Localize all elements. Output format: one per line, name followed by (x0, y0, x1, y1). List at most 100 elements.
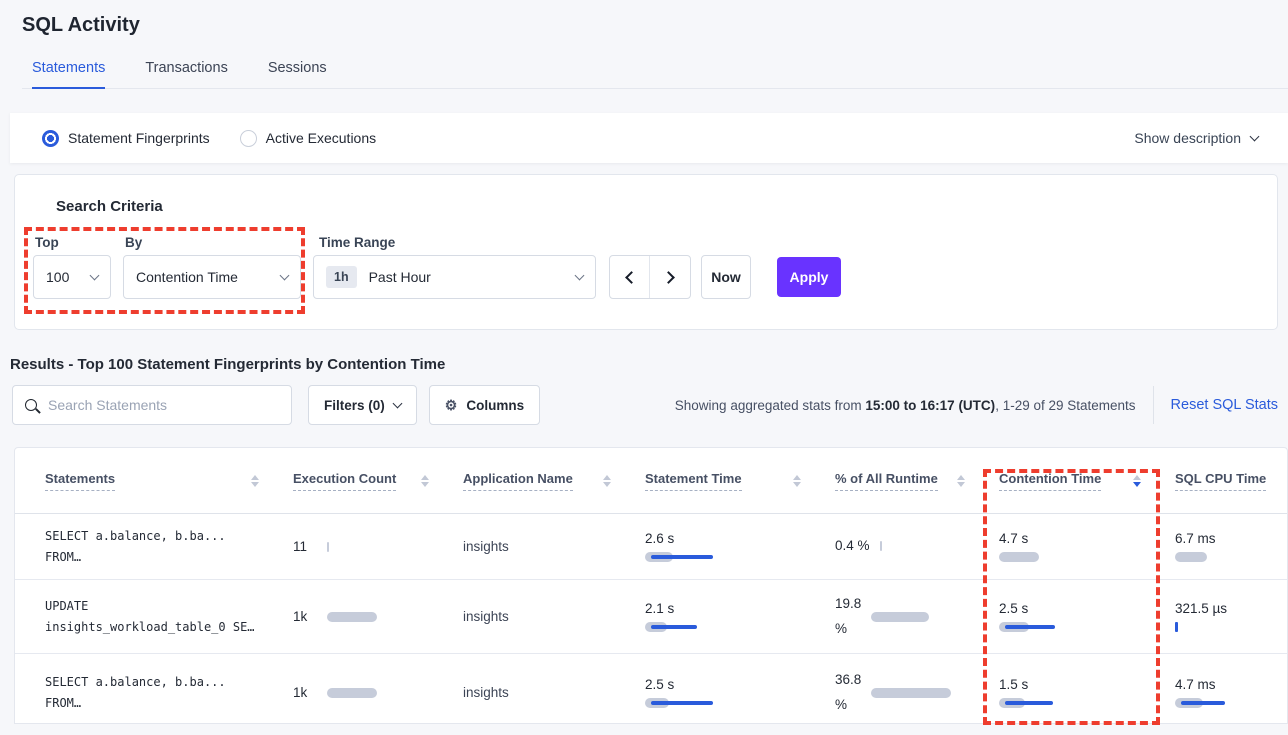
now-button[interactable]: Now (701, 255, 751, 299)
chevron-left-icon (624, 270, 638, 284)
table-row: UPDATE insights_workload_table_0 SE… 1k … (15, 580, 1287, 654)
contention-time-cell: 4.7 s (999, 531, 1175, 563)
sql-cpu-time-bar (1175, 697, 1265, 709)
statement-link[interactable]: UPDATE insights_workload_table_0 SE… (45, 598, 255, 634)
results-heading: Results - Top 100 Statement Fingerprints… (10, 356, 446, 373)
column-header-statement-time[interactable]: Statement Time (645, 471, 835, 491)
execution-count-cell: 1k (293, 685, 463, 700)
time-range-label: Time Range (319, 235, 396, 250)
column-header-sql-cpu-time[interactable]: SQL CPU Time (1175, 471, 1287, 491)
top-select-value: 100 (46, 269, 70, 285)
top-select[interactable]: 100 (33, 255, 111, 299)
sql-cpu-time-bar (1175, 551, 1265, 563)
pct-runtime-cell: 0.4 % (835, 534, 999, 558)
search-icon (25, 399, 37, 411)
chevron-down-icon (392, 398, 403, 409)
column-header-application-name[interactable]: Application Name (463, 471, 645, 491)
sql-cpu-time-cell: 4.7 ms (1175, 677, 1287, 709)
tab-statements[interactable]: Statements (32, 60, 106, 89)
radio-label: Active Executions (265, 130, 377, 146)
statement-time-cell: 2.5 s (645, 677, 835, 709)
view-mode-bar: Statement Fingerprints Active Executions… (10, 113, 1288, 163)
time-shift-group (609, 255, 691, 299)
statement-time-bar (645, 697, 735, 709)
column-header-contention-time[interactable]: Contention Time (999, 471, 1175, 491)
statement-link[interactable]: SELECT a.balance, b.ba... FROM… (45, 528, 226, 564)
table-row: SELECT a.balance, b.ba... FROM… 11 insig… (15, 514, 1287, 580)
table-row: SELECT a.balance, b.ba... FROM… 1k insig… (15, 654, 1287, 723)
show-description-toggle[interactable]: Show description (1134, 130, 1260, 146)
chevron-down-icon (574, 270, 585, 281)
time-next-button[interactable] (650, 256, 690, 298)
search-statements-input[interactable] (48, 397, 279, 413)
column-header-pct-all-runtime[interactable]: % of All Runtime (835, 471, 999, 491)
results-controls: Filters (0) ⚙ Columns Showing aggregated… (12, 385, 1278, 425)
apply-button[interactable]: Apply (777, 257, 841, 297)
time-range-select[interactable]: 1h Past Hour (313, 255, 596, 299)
statement-link[interactable]: SELECT a.balance, b.ba... FROM… (45, 674, 226, 710)
time-range-value: Past Hour (368, 269, 431, 285)
chevron-down-icon (89, 270, 100, 281)
pct-runtime-bar (879, 540, 969, 552)
search-criteria-panel: Search Criteria Top 100 By Contention Ti… (14, 174, 1278, 330)
columns-label: Columns (466, 397, 525, 413)
pct-runtime-cell: 36.8 % (835, 668, 999, 717)
column-header-statements[interactable]: Statements (45, 471, 293, 491)
statement-time-bar (645, 551, 735, 563)
execution-count-bar (327, 541, 387, 553)
columns-button[interactable]: ⚙ Columns (428, 385, 541, 425)
by-select-value: Contention Time (136, 269, 238, 285)
sort-icon (603, 474, 611, 487)
execution-count-bar (327, 687, 387, 699)
sort-icon (251, 474, 259, 487)
aggregated-stats-text: Showing aggregated stats from 15:00 to 1… (674, 397, 1136, 413)
page-title: SQL Activity (22, 14, 140, 36)
pct-runtime-bar (871, 611, 969, 623)
sort-icon (957, 474, 965, 487)
application-name-cell: insights (463, 539, 509, 554)
contention-time-bar (999, 551, 1089, 563)
contention-time-bar (999, 697, 1089, 709)
time-prev-button[interactable] (610, 256, 650, 298)
sort-icon (793, 474, 801, 487)
statement-time-bar (645, 621, 735, 633)
by-select[interactable]: Contention Time (123, 255, 301, 299)
statements-table: Statements Execution Count Application N… (14, 447, 1288, 724)
radio-statement-fingerprints[interactable]: Statement Fingerprints (42, 129, 210, 147)
gear-icon: ⚙ (444, 397, 458, 413)
contention-time-bar (999, 621, 1089, 633)
execution-count-cell: 11 (293, 539, 463, 554)
filters-label: Filters (0) (324, 397, 385, 413)
radio-label: Statement Fingerprints (68, 130, 210, 146)
search-statements-box (12, 385, 292, 425)
filters-button[interactable]: Filters (0) (308, 385, 417, 425)
sql-cpu-time-cell: 321.5 µs (1175, 601, 1287, 633)
page-header: SQL Activity Statements Transactions Ses… (0, 0, 1288, 89)
radio-active-executions[interactable]: Active Executions (239, 129, 377, 147)
pct-runtime-bar (871, 687, 969, 699)
reset-sql-stats-link[interactable]: Reset SQL Stats (1170, 397, 1278, 413)
contention-time-cell: 2.5 s (999, 601, 1175, 633)
search-criteria-heading: Search Criteria (56, 198, 163, 215)
time-range-badge: 1h (326, 266, 357, 288)
application-name-cell: insights (463, 685, 509, 700)
sort-icon-active-desc (1133, 474, 1141, 487)
table-header-row: Statements Execution Count Application N… (15, 448, 1287, 514)
execution-count-cell: 1k (293, 609, 463, 624)
statement-time-cell: 2.6 s (645, 531, 835, 563)
contention-time-cell: 1.5 s (999, 677, 1175, 709)
stats-time-range: 15:00 to 16:17 (UTC) (865, 397, 996, 413)
column-header-execution-count[interactable]: Execution Count (293, 471, 463, 491)
sql-cpu-time-bar (1175, 621, 1265, 633)
tab-transactions[interactable]: Transactions (145, 60, 228, 76)
radio-selected-icon (42, 129, 59, 147)
sql-cpu-time-cell: 6.7 ms (1175, 531, 1287, 563)
radio-unselected-icon (239, 129, 257, 147)
sort-icon (421, 474, 429, 487)
chevron-down-icon (1249, 131, 1260, 142)
vertical-divider (1152, 386, 1154, 424)
tab-sessions[interactable]: Sessions (267, 60, 327, 76)
chevron-right-icon (662, 270, 675, 284)
application-name-cell: insights (463, 609, 509, 624)
